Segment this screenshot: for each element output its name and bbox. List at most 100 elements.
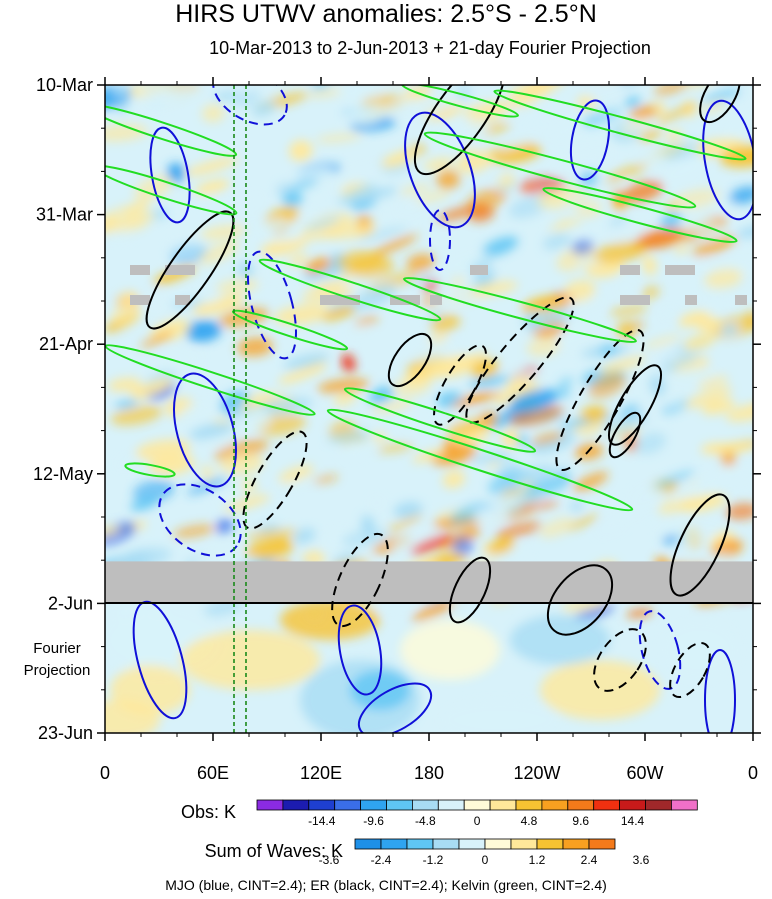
anomaly-blob	[626, 608, 653, 618]
colorbar-swatch	[432, 838, 460, 850]
kelvin-contour	[231, 309, 349, 351]
anomaly-blob	[110, 303, 142, 326]
mjo-contour	[158, 483, 242, 557]
anomaly-blob	[214, 91, 234, 101]
anomaly-blob	[283, 353, 330, 370]
anomaly-blob	[278, 465, 314, 484]
anomaly-blob	[384, 98, 421, 115]
missing-patch	[665, 265, 695, 275]
anomaly-blob	[628, 120, 655, 130]
anomaly-blob	[564, 191, 605, 214]
missing-patch	[130, 295, 150, 305]
anomaly-blob	[192, 295, 245, 316]
x-tick-label: 120E	[300, 763, 342, 783]
missing-patch	[165, 265, 195, 275]
anomaly-blob	[258, 397, 313, 415]
anomaly-blob	[473, 507, 510, 525]
anomaly-blob	[501, 429, 520, 449]
anomaly-blob	[456, 391, 491, 407]
anomaly-blob	[406, 253, 435, 272]
anomaly-blob	[696, 316, 722, 333]
anomaly-blob	[371, 234, 418, 256]
anomaly-blob	[531, 432, 565, 445]
anomaly-blob	[315, 133, 362, 143]
anomaly-blob	[700, 442, 753, 455]
anomaly-blob	[655, 342, 680, 365]
anomaly-blob	[113, 85, 128, 98]
anomaly-blob	[116, 551, 157, 565]
anomaly-blob	[594, 176, 626, 192]
anomaly-blob	[346, 104, 388, 126]
anomaly-blob	[671, 366, 718, 384]
anomaly-blob	[662, 394, 686, 410]
colorbar-swatch	[671, 799, 698, 811]
anomaly-blob	[630, 228, 684, 251]
anomaly-blob	[435, 119, 490, 145]
missing-data	[105, 265, 753, 604]
anomaly-blob	[566, 514, 599, 531]
colorbar-tick-label: -3.6	[319, 853, 340, 867]
anomaly-blob	[630, 484, 664, 509]
anomaly-blob	[105, 124, 148, 142]
er-contour	[331, 532, 389, 628]
anomaly-blob	[518, 500, 560, 511]
anomaly-blob	[436, 203, 488, 222]
anomaly-blob	[494, 495, 521, 510]
mjo-contour	[569, 99, 611, 181]
projection-blob	[350, 670, 410, 710]
colorbar-swatch	[380, 838, 408, 850]
anomaly-blob	[671, 477, 721, 500]
anomaly-blob	[470, 359, 499, 378]
anomaly-blob	[216, 193, 263, 213]
y-tick-label: 23-Jun	[38, 723, 93, 743]
anomaly-blob	[110, 405, 163, 426]
anomaly-blob	[255, 218, 290, 233]
anomaly-blob	[588, 372, 627, 398]
anomaly-blob	[392, 377, 431, 397]
anomaly-blob	[470, 451, 512, 464]
missing-patch	[430, 295, 442, 305]
anomaly-blob	[523, 474, 572, 498]
er-contour	[669, 493, 731, 597]
anomaly-blob	[656, 102, 699, 124]
anomaly-blob	[123, 199, 151, 214]
anomaly-blob	[301, 212, 354, 241]
y-tick-label: 21-Apr	[39, 334, 93, 354]
anomaly-blob	[487, 175, 505, 184]
fourier-projection-label: Projection	[24, 662, 91, 679]
chart-title: HIRS UTWV anomalies: 2.5°S - 2.5°N	[175, 0, 597, 28]
er-contour	[593, 628, 647, 692]
x-tick-label: 60W	[626, 763, 663, 783]
x-tick-label: 0	[748, 763, 758, 783]
kelvin-contour	[258, 258, 442, 322]
colorbar-swatch	[489, 799, 517, 811]
anomaly-blob	[615, 280, 637, 296]
anomaly-blob	[508, 405, 564, 427]
anomaly-blob	[306, 88, 343, 98]
kelvin-contour	[423, 131, 697, 209]
missing-band	[105, 561, 753, 604]
waves-colorbar: -3.6 -2.4 -1.2 0 1.2 2.4 3.6 Sum of Waves: K	[205, 838, 650, 867]
anomaly-blob	[439, 251, 491, 273]
anomaly-blob	[581, 406, 608, 422]
anomaly-blob	[214, 439, 269, 461]
anomaly-blob	[569, 500, 584, 512]
anomaly-blob	[488, 537, 515, 555]
er-contour	[242, 430, 308, 530]
anomaly-blob	[370, 401, 414, 413]
x-tick-label: 180	[414, 763, 444, 783]
anomaly-blob	[512, 464, 556, 483]
anomaly-blob	[495, 521, 542, 539]
mjo-contour	[704, 649, 736, 733]
colorbar-swatch	[411, 799, 439, 811]
anomaly-blob	[721, 115, 753, 134]
anomaly-blob	[386, 514, 423, 532]
anomaly-blob	[341, 353, 356, 373]
anomaly-blob	[337, 183, 378, 206]
kelvin-contour	[401, 85, 519, 118]
anomaly-blob	[274, 304, 329, 325]
missing-patch	[175, 295, 190, 305]
anomaly-blob	[469, 205, 495, 223]
anomaly-blob	[167, 163, 186, 183]
y-tick-label: 2-Jun	[48, 593, 93, 613]
